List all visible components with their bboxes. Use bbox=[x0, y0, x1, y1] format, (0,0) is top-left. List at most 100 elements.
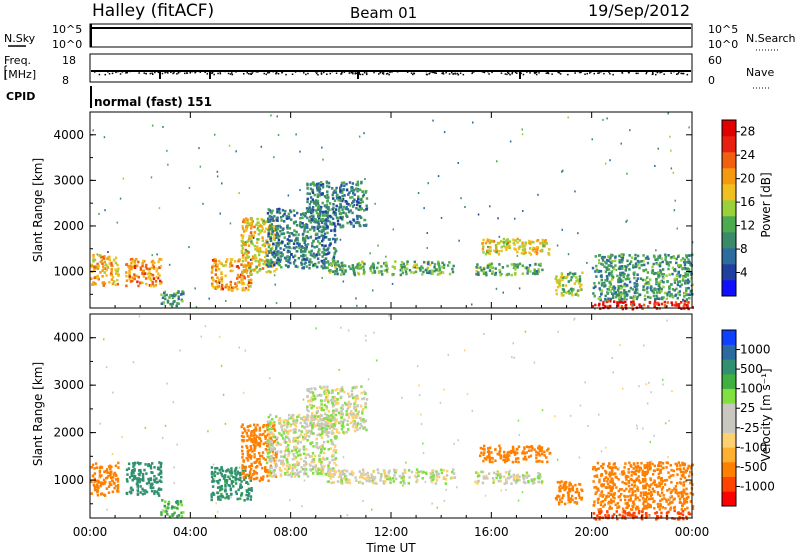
power-cell bbox=[137, 285, 139, 288]
power-cell bbox=[316, 203, 318, 206]
vel-cell bbox=[571, 495, 573, 498]
vel-cell bbox=[214, 467, 216, 470]
vel-cell bbox=[446, 474, 448, 477]
power-cell bbox=[536, 253, 538, 256]
vel-cell bbox=[264, 469, 266, 472]
nave-dot bbox=[387, 73, 389, 75]
vel-cell bbox=[241, 493, 243, 496]
power-speckle bbox=[198, 147, 200, 149]
power-cell bbox=[503, 238, 505, 241]
power-cell bbox=[609, 286, 611, 289]
power-cell bbox=[672, 267, 674, 270]
nave-dot bbox=[264, 73, 266, 75]
vel-cell bbox=[330, 447, 332, 450]
nave-dot bbox=[236, 71, 238, 73]
power-cell bbox=[249, 285, 251, 288]
power-cell bbox=[253, 269, 255, 272]
vel-cell bbox=[93, 467, 95, 470]
power-cell bbox=[687, 282, 689, 285]
power-cell bbox=[662, 281, 664, 284]
power-cell bbox=[243, 265, 245, 268]
power-cell bbox=[102, 269, 104, 272]
power-speckle bbox=[273, 256, 275, 258]
power-cell bbox=[634, 291, 636, 294]
vel-cell bbox=[269, 414, 271, 417]
colorbar-tick-label: 8 bbox=[740, 242, 748, 256]
vel-cell bbox=[408, 469, 410, 472]
power-colorbar-segment bbox=[722, 136, 736, 152]
power-cell bbox=[634, 254, 636, 257]
power-cell bbox=[630, 287, 632, 290]
vel-cell bbox=[411, 471, 413, 474]
vel-cell bbox=[227, 476, 229, 479]
power-cell bbox=[640, 260, 642, 263]
power-cell bbox=[567, 273, 569, 276]
vel-cell bbox=[483, 448, 485, 451]
power-cell bbox=[677, 271, 679, 274]
power-cell bbox=[159, 280, 161, 283]
power-cell bbox=[516, 241, 518, 244]
power-cell bbox=[447, 264, 449, 267]
vel-cell bbox=[226, 469, 228, 472]
power-speckle bbox=[674, 209, 676, 211]
vel-cell bbox=[311, 412, 313, 415]
power-cell bbox=[673, 256, 675, 259]
nave-dot bbox=[445, 72, 447, 74]
vel-cell bbox=[347, 403, 349, 406]
vel-cell bbox=[248, 477, 250, 480]
power-cell bbox=[260, 218, 262, 221]
vel-cell bbox=[286, 461, 288, 464]
vel-cell bbox=[332, 423, 334, 426]
vel-cell bbox=[259, 480, 261, 483]
vel-cell bbox=[108, 491, 110, 494]
vel-cell bbox=[393, 474, 395, 477]
vel-cell bbox=[451, 477, 453, 480]
nave-dot bbox=[270, 70, 272, 72]
power-cell bbox=[339, 268, 341, 271]
freq-strip bbox=[90, 54, 692, 82]
vel-cell bbox=[306, 425, 308, 428]
power-cell bbox=[139, 282, 141, 285]
vel-cell bbox=[242, 453, 244, 456]
power-cell bbox=[125, 263, 127, 266]
power-cell bbox=[363, 224, 365, 227]
vel-cell bbox=[217, 498, 219, 501]
power-cell bbox=[307, 192, 309, 195]
vel-cell bbox=[354, 400, 356, 403]
power-cell bbox=[353, 199, 355, 202]
vel-cell bbox=[535, 454, 537, 457]
power-cell bbox=[270, 259, 272, 262]
power-cell bbox=[329, 202, 331, 205]
power-cell bbox=[654, 298, 656, 301]
vel-cell bbox=[300, 433, 302, 436]
power-cell bbox=[625, 291, 627, 294]
vel-cell bbox=[286, 470, 288, 473]
vel-cell bbox=[525, 458, 527, 461]
power-cell bbox=[248, 235, 250, 238]
vel-cell bbox=[372, 482, 374, 485]
power-cell bbox=[245, 267, 247, 270]
power-colorbar-segment bbox=[722, 168, 736, 184]
vel-cell bbox=[557, 481, 559, 484]
power-cell bbox=[681, 283, 683, 286]
power-cell bbox=[557, 286, 559, 289]
vel-cell bbox=[287, 421, 289, 424]
power-cell bbox=[238, 259, 240, 262]
nsky-tick-bottom: 10^0 bbox=[52, 38, 82, 51]
power-cell bbox=[657, 263, 659, 266]
vel-cell bbox=[262, 426, 264, 429]
power-cell bbox=[577, 294, 579, 297]
nave-dot bbox=[680, 73, 682, 75]
vel-cell bbox=[137, 493, 139, 496]
vel-cell bbox=[315, 446, 317, 449]
nave-dot bbox=[278, 73, 280, 75]
power-speckle bbox=[299, 151, 301, 153]
power-speckle bbox=[629, 129, 631, 131]
vel-cell bbox=[563, 485, 565, 488]
power-cell bbox=[621, 267, 623, 270]
vel-cell bbox=[287, 444, 289, 447]
power-cell bbox=[107, 266, 109, 269]
vel-cell bbox=[322, 471, 324, 474]
nave-dot bbox=[463, 74, 465, 76]
vel-cell bbox=[311, 427, 313, 430]
